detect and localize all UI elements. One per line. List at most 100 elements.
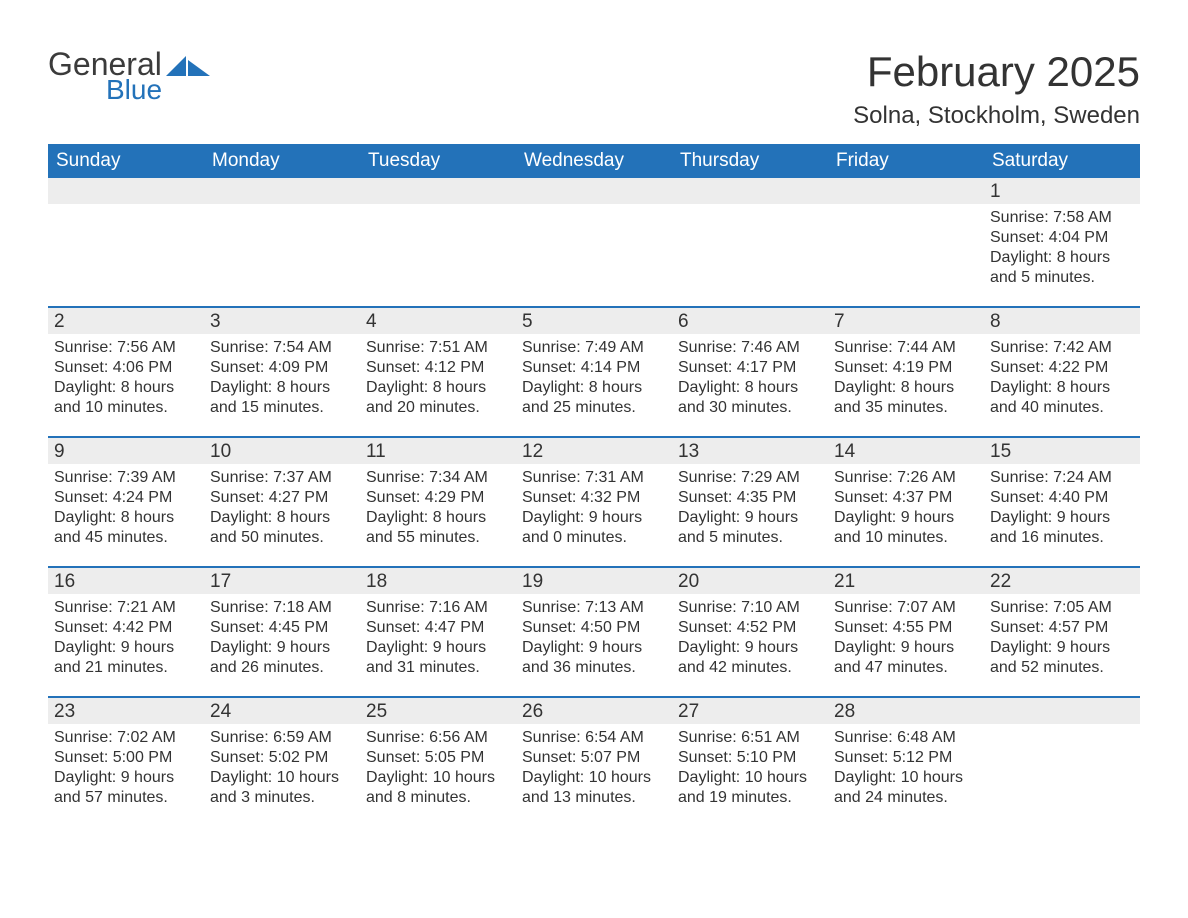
day-number: 26 (516, 698, 672, 724)
weekday-header: Wednesday (516, 144, 672, 178)
daylight-line-2: and 15 minutes. (210, 398, 354, 418)
sunset-line: Sunset: 4:50 PM (522, 618, 666, 638)
daylight-line-1: Daylight: 8 hours (54, 508, 198, 528)
day-details: Sunrise: 7:26 AMSunset: 4:37 PMDaylight:… (828, 464, 984, 556)
daylight-line-1: Daylight: 8 hours (366, 508, 510, 528)
daylight-line-2: and 16 minutes. (990, 528, 1134, 548)
weekday-header: Saturday (984, 144, 1140, 178)
day-details: Sunrise: 6:54 AMSunset: 5:07 PMDaylight:… (516, 724, 672, 816)
calendar-cell: 17Sunrise: 7:18 AMSunset: 4:45 PMDayligh… (204, 568, 360, 696)
calendar-cell: 26Sunrise: 6:54 AMSunset: 5:07 PMDayligh… (516, 698, 672, 826)
calendar-cell: 10Sunrise: 7:37 AMSunset: 4:27 PMDayligh… (204, 438, 360, 566)
day-details (516, 204, 672, 216)
calendar-cell (672, 178, 828, 306)
calendar-week: 16Sunrise: 7:21 AMSunset: 4:42 PMDayligh… (48, 566, 1140, 696)
calendar-cell: 7Sunrise: 7:44 AMSunset: 4:19 PMDaylight… (828, 308, 984, 436)
sunrise-line: Sunrise: 7:24 AM (990, 468, 1134, 488)
daylight-line-2: and 55 minutes. (366, 528, 510, 548)
sunrise-line: Sunrise: 6:54 AM (522, 728, 666, 748)
day-number: 14 (828, 438, 984, 464)
sunset-line: Sunset: 4:04 PM (990, 228, 1134, 248)
sunset-line: Sunset: 4:22 PM (990, 358, 1134, 378)
sunset-line: Sunset: 4:37 PM (834, 488, 978, 508)
calendar-cell (204, 178, 360, 306)
day-number: 23 (48, 698, 204, 724)
sunset-line: Sunset: 4:45 PM (210, 618, 354, 638)
sunset-line: Sunset: 4:57 PM (990, 618, 1134, 638)
sunrise-line: Sunrise: 7:02 AM (54, 728, 198, 748)
day-details: Sunrise: 7:46 AMSunset: 4:17 PMDaylight:… (672, 334, 828, 426)
day-details: Sunrise: 7:02 AMSunset: 5:00 PMDaylight:… (48, 724, 204, 816)
daylight-line-1: Daylight: 10 hours (834, 768, 978, 788)
daylight-line-2: and 47 minutes. (834, 658, 978, 678)
sunrise-line: Sunrise: 7:26 AM (834, 468, 978, 488)
weekday-header: Monday (204, 144, 360, 178)
calendar-cell: 28Sunrise: 6:48 AMSunset: 5:12 PMDayligh… (828, 698, 984, 826)
brand-logo: General Blue (48, 48, 210, 104)
day-number (672, 178, 828, 204)
daylight-line-2: and 10 minutes. (54, 398, 198, 418)
daylight-line-2: and 36 minutes. (522, 658, 666, 678)
day-details: Sunrise: 7:29 AMSunset: 4:35 PMDaylight:… (672, 464, 828, 556)
calendar-cell: 20Sunrise: 7:10 AMSunset: 4:52 PMDayligh… (672, 568, 828, 696)
daylight-line-2: and 5 minutes. (990, 268, 1134, 288)
sunrise-line: Sunrise: 6:51 AM (678, 728, 822, 748)
calendar-cell: 1Sunrise: 7:58 AMSunset: 4:04 PMDaylight… (984, 178, 1140, 306)
sunrise-line: Sunrise: 7:54 AM (210, 338, 354, 358)
day-number (360, 178, 516, 204)
calendar-week: 2Sunrise: 7:56 AMSunset: 4:06 PMDaylight… (48, 306, 1140, 436)
day-details: Sunrise: 7:54 AMSunset: 4:09 PMDaylight:… (204, 334, 360, 426)
brand-flag-icon (166, 54, 210, 87)
calendar-cell: 24Sunrise: 6:59 AMSunset: 5:02 PMDayligh… (204, 698, 360, 826)
calendar-week: 1Sunrise: 7:58 AMSunset: 4:04 PMDaylight… (48, 178, 1140, 306)
day-number: 27 (672, 698, 828, 724)
weekday-header: Tuesday (360, 144, 516, 178)
day-number: 16 (48, 568, 204, 594)
calendar: Sunday Monday Tuesday Wednesday Thursday… (48, 144, 1140, 826)
sunrise-line: Sunrise: 7:46 AM (678, 338, 822, 358)
day-number: 17 (204, 568, 360, 594)
daylight-line-2: and 5 minutes. (678, 528, 822, 548)
day-number: 10 (204, 438, 360, 464)
day-number (984, 698, 1140, 724)
daylight-line-2: and 10 minutes. (834, 528, 978, 548)
day-details: Sunrise: 7:07 AMSunset: 4:55 PMDaylight:… (828, 594, 984, 686)
sunrise-line: Sunrise: 7:07 AM (834, 598, 978, 618)
calendar-cell: 12Sunrise: 7:31 AMSunset: 4:32 PMDayligh… (516, 438, 672, 566)
sunrise-line: Sunrise: 7:49 AM (522, 338, 666, 358)
sunset-line: Sunset: 4:09 PM (210, 358, 354, 378)
day-details: Sunrise: 6:56 AMSunset: 5:05 PMDaylight:… (360, 724, 516, 816)
sunrise-line: Sunrise: 7:58 AM (990, 208, 1134, 228)
sunset-line: Sunset: 4:24 PM (54, 488, 198, 508)
day-details (360, 204, 516, 216)
calendar-week: 23Sunrise: 7:02 AMSunset: 5:00 PMDayligh… (48, 696, 1140, 826)
daylight-line-1: Daylight: 9 hours (522, 638, 666, 658)
sunrise-line: Sunrise: 7:21 AM (54, 598, 198, 618)
day-number: 3 (204, 308, 360, 334)
sunset-line: Sunset: 5:05 PM (366, 748, 510, 768)
day-details: Sunrise: 7:31 AMSunset: 4:32 PMDaylight:… (516, 464, 672, 556)
sunrise-line: Sunrise: 7:29 AM (678, 468, 822, 488)
sunset-line: Sunset: 5:00 PM (54, 748, 198, 768)
day-number (48, 178, 204, 204)
daylight-line-1: Daylight: 9 hours (834, 508, 978, 528)
sunrise-line: Sunrise: 7:56 AM (54, 338, 198, 358)
calendar-cell: 15Sunrise: 7:24 AMSunset: 4:40 PMDayligh… (984, 438, 1140, 566)
calendar-cell: 8Sunrise: 7:42 AMSunset: 4:22 PMDaylight… (984, 308, 1140, 436)
day-number: 28 (828, 698, 984, 724)
daylight-line-2: and 31 minutes. (366, 658, 510, 678)
daylight-line-1: Daylight: 9 hours (54, 638, 198, 658)
sunrise-line: Sunrise: 6:59 AM (210, 728, 354, 748)
sunrise-line: Sunrise: 7:34 AM (366, 468, 510, 488)
daylight-line-1: Daylight: 9 hours (678, 638, 822, 658)
weekday-header: Thursday (672, 144, 828, 178)
day-details: Sunrise: 7:10 AMSunset: 4:52 PMDaylight:… (672, 594, 828, 686)
sunrise-line: Sunrise: 7:10 AM (678, 598, 822, 618)
sunset-line: Sunset: 5:07 PM (522, 748, 666, 768)
daylight-line-1: Daylight: 8 hours (522, 378, 666, 398)
day-number: 11 (360, 438, 516, 464)
daylight-line-1: Daylight: 9 hours (522, 508, 666, 528)
daylight-line-2: and 45 minutes. (54, 528, 198, 548)
daylight-line-2: and 26 minutes. (210, 658, 354, 678)
daylight-line-2: and 50 minutes. (210, 528, 354, 548)
